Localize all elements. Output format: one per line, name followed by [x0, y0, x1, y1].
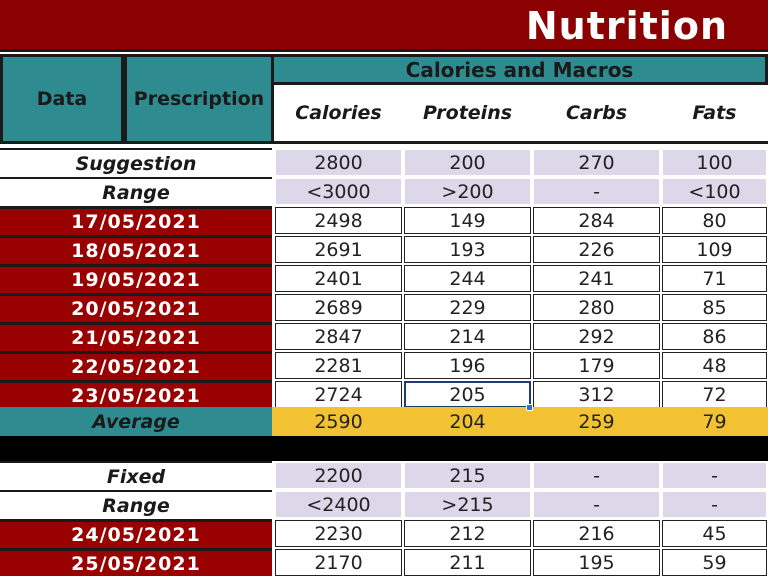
suggestion-calories-cell[interactable]: 2800: [275, 149, 402, 176]
column-header-fats[interactable]: Fats: [661, 85, 768, 144]
section-divider: [0, 436, 768, 461]
average-proteins-cell[interactable]: 204: [404, 408, 531, 435]
range-carbs-cell[interactable]: -: [533, 178, 660, 205]
suggestion-proteins-cell[interactable]: 200: [404, 149, 531, 176]
suggestion-label[interactable]: Suggestion: [0, 148, 272, 177]
day-row-calories-cell[interactable]: 2281: [275, 352, 402, 379]
day-row-calories-cell[interactable]: 2724: [275, 381, 402, 408]
range-calories-cell[interactable]: <3000: [275, 178, 402, 205]
day-row-carbs-cell[interactable]: 312: [533, 381, 660, 408]
day-row-proteins-cell[interactable]: 212: [404, 520, 531, 547]
date-cell[interactable]: 17/05/2021: [0, 206, 272, 235]
range2-fats-cell[interactable]: -: [662, 491, 767, 518]
date-cell[interactable]: 19/05/2021: [0, 264, 272, 293]
column-header-calories[interactable]: Calories: [274, 85, 403, 144]
date-cell[interactable]: 18/05/2021: [0, 235, 272, 264]
average-fats-cell[interactable]: 79: [662, 408, 767, 435]
fixed-fats-cell[interactable]: -: [662, 462, 767, 489]
day-row-calories-cell[interactable]: 2498: [275, 207, 402, 234]
day-row-fats-cell[interactable]: 45: [662, 520, 767, 547]
day-row-fats-cell[interactable]: 80: [662, 207, 767, 234]
average-carbs-cell[interactable]: 259: [533, 408, 660, 435]
day-row-calories-cell[interactable]: 2401: [275, 265, 402, 292]
suggestion-fats-cell[interactable]: 100: [662, 149, 767, 176]
header-prescription[interactable]: Prescription: [124, 54, 274, 144]
fixed-carbs-cell[interactable]: -: [533, 462, 660, 489]
day-row-carbs-cell[interactable]: 280: [533, 294, 660, 321]
date-cell[interactable]: 23/05/2021: [0, 380, 272, 409]
column-header-carbs[interactable]: Carbs: [532, 85, 661, 144]
day-row-proteins-cell[interactable]: 244: [404, 265, 531, 292]
fill-handle[interactable]: [526, 404, 533, 411]
fixed-calories-cell[interactable]: 2200: [275, 462, 402, 489]
day-row-proteins-cell[interactable]: 149: [404, 207, 531, 234]
header-data[interactable]: Data: [0, 54, 124, 144]
fixed-label[interactable]: Fixed: [0, 461, 272, 490]
day-row-calories-cell[interactable]: 2691: [275, 236, 402, 263]
day-row-carbs-cell[interactable]: 216: [533, 520, 660, 547]
average-calories-cell[interactable]: 2590: [275, 408, 402, 435]
day-row-fats-cell[interactable]: 59: [662, 549, 767, 576]
day-row-fats-cell[interactable]: 109: [662, 236, 767, 263]
date-cell[interactable]: 22/05/2021: [0, 351, 272, 380]
day-row-carbs-cell[interactable]: 292: [533, 323, 660, 350]
day-row-proteins-cell[interactable]: 193: [404, 236, 531, 263]
day-row-proteins-cell[interactable]: 205: [404, 381, 531, 408]
range-label[interactable]: Range: [0, 490, 272, 519]
range2-calories-cell[interactable]: <2400: [275, 491, 402, 518]
range2-carbs-cell[interactable]: -: [533, 491, 660, 518]
day-row-fats-cell[interactable]: 48: [662, 352, 767, 379]
day-row-calories-cell[interactable]: 2170: [275, 549, 402, 576]
date-cell[interactable]: 24/05/2021: [0, 519, 272, 548]
range-proteins-cell[interactable]: >200: [404, 178, 531, 205]
average-label[interactable]: Average: [0, 407, 272, 436]
day-row-carbs-cell[interactable]: 284: [533, 207, 660, 234]
date-cell[interactable]: 20/05/2021: [0, 293, 272, 322]
day-row-fats-cell[interactable]: 86: [662, 323, 767, 350]
day-row-carbs-cell[interactable]: 195: [533, 549, 660, 576]
column-header-proteins[interactable]: Proteins: [403, 85, 532, 144]
day-row-calories-cell[interactable]: 2847: [275, 323, 402, 350]
range2-proteins-cell[interactable]: >215: [404, 491, 531, 518]
day-row-proteins-cell[interactable]: 211: [404, 549, 531, 576]
day-row-calories-cell[interactable]: 2230: [275, 520, 402, 547]
day-row-proteins-cell[interactable]: 196: [404, 352, 531, 379]
day-row-fats-cell[interactable]: 71: [662, 265, 767, 292]
title-bar: Nutrition: [0, 0, 768, 52]
range-fats-cell[interactable]: <100: [662, 178, 767, 205]
day-row-calories-cell[interactable]: 2689: [275, 294, 402, 321]
date-cell[interactable]: 25/05/2021: [0, 548, 272, 576]
day-row-carbs-cell[interactable]: 241: [533, 265, 660, 292]
day-row-fats-cell[interactable]: 72: [662, 381, 767, 408]
day-row-proteins-cell[interactable]: 229: [404, 294, 531, 321]
day-row-carbs-cell[interactable]: 226: [533, 236, 660, 263]
sheet-title: Nutrition: [525, 4, 728, 48]
day-row-fats-cell[interactable]: 85: [662, 294, 767, 321]
fixed-proteins-cell[interactable]: 215: [404, 462, 531, 489]
day-row-carbs-cell[interactable]: 179: [533, 352, 660, 379]
range-label[interactable]: Range: [0, 177, 272, 206]
header-calories-macros[interactable]: Calories and Macros: [274, 54, 768, 85]
day-row-proteins-cell[interactable]: 214: [404, 323, 531, 350]
suggestion-carbs-cell[interactable]: 270: [533, 149, 660, 176]
date-cell[interactable]: 21/05/2021: [0, 322, 272, 351]
